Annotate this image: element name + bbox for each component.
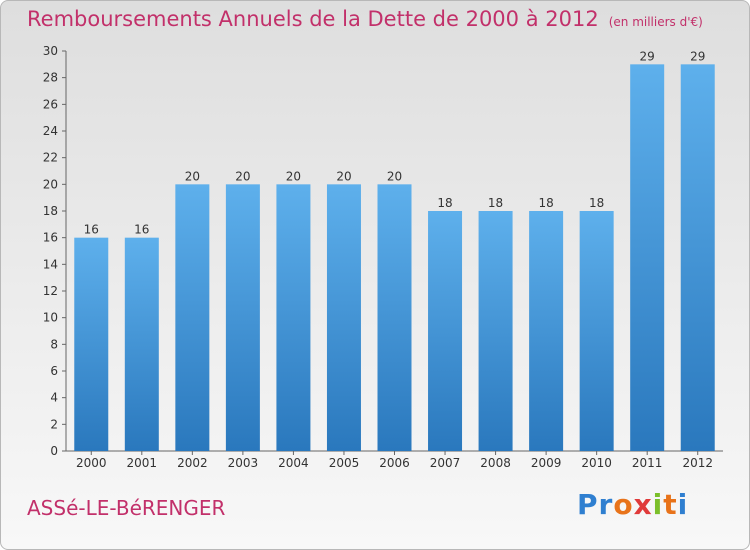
bar-2001 [124, 237, 159, 451]
data-label-2008: 18 [488, 196, 503, 210]
x-tick-label-2001: 2001 [127, 456, 158, 470]
bar-2010 [579, 211, 614, 451]
chart-subtitle: (en milliers d'€) [608, 15, 703, 29]
bar-2011 [630, 64, 665, 452]
data-label-2012: 29 [690, 49, 705, 63]
data-label-2000: 16 [84, 223, 99, 237]
data-label-2009: 18 [538, 196, 553, 210]
bar-2006 [377, 184, 412, 452]
y-tick-label: 28 [43, 71, 58, 85]
bar-2000 [74, 237, 109, 451]
logo-letter: i [652, 488, 664, 521]
x-tick-label-2004: 2004 [278, 456, 309, 470]
bar-2008 [478, 211, 513, 451]
logo-letter: t [663, 488, 678, 521]
y-tick-label: 30 [43, 44, 58, 58]
y-tick-label: 18 [43, 204, 58, 218]
y-tick-label: 8 [50, 337, 58, 351]
bar-2007 [428, 211, 463, 451]
bar-2005 [326, 184, 361, 452]
y-tick-label: 4 [50, 391, 58, 405]
x-tick-label-2012: 2012 [682, 456, 713, 470]
y-tick-label: 12 [43, 284, 58, 298]
data-label-2001: 16 [134, 223, 149, 237]
y-tick-label: 10 [43, 311, 58, 325]
data-label-2006: 20 [387, 169, 402, 183]
data-label-2002: 20 [185, 169, 200, 183]
y-tick-label: 24 [43, 124, 58, 138]
x-tick-label-2009: 2009 [531, 456, 562, 470]
city-name: ASSé-LE-BéRENGER [27, 496, 226, 520]
data-label-2011: 29 [640, 49, 655, 63]
logo-letter: i [677, 488, 689, 521]
x-tick-label-2006: 2006 [379, 456, 410, 470]
logo-letter: P [577, 488, 599, 521]
data-label-2010: 18 [589, 196, 604, 210]
y-tick-label: 26 [43, 97, 58, 111]
bar-2003 [225, 184, 260, 452]
bar-2009 [529, 211, 564, 451]
x-tick-label-2003: 2003 [228, 456, 259, 470]
y-tick-label: 0 [50, 444, 58, 458]
data-label-2003: 20 [235, 169, 250, 183]
logo-letter: r [598, 488, 614, 521]
y-tick-label: 16 [43, 231, 58, 245]
y-tick-label: 2 [50, 417, 58, 431]
chart-title: Remboursements Annuels de la Dette de 20… [27, 7, 703, 31]
y-tick-label: 22 [43, 151, 58, 165]
x-tick-label-2002: 2002 [177, 456, 208, 470]
logo-letter: x [633, 488, 653, 521]
chart-title-text: Remboursements Annuels de la Dette de 20… [27, 7, 599, 31]
y-tick-label: 6 [50, 364, 58, 378]
x-tick-label-2000: 2000 [76, 456, 107, 470]
x-tick-label-2007: 2007 [430, 456, 461, 470]
y-tick-label: 20 [43, 177, 58, 191]
x-tick-label-2011: 2011 [632, 456, 663, 470]
bar-2004 [276, 184, 311, 452]
x-tick-label-2010: 2010 [581, 456, 612, 470]
data-label-2005: 20 [336, 169, 351, 183]
bar-2012 [680, 64, 715, 452]
data-label-2004: 20 [286, 169, 301, 183]
proxiti-logo: Proxiti [577, 488, 688, 521]
data-label-2007: 18 [437, 196, 452, 210]
logo-letter: o [613, 488, 634, 521]
bar-2002 [175, 184, 210, 452]
x-tick-label-2008: 2008 [480, 456, 511, 470]
y-tick-label: 14 [43, 257, 58, 271]
x-tick-label-2005: 2005 [329, 456, 360, 470]
